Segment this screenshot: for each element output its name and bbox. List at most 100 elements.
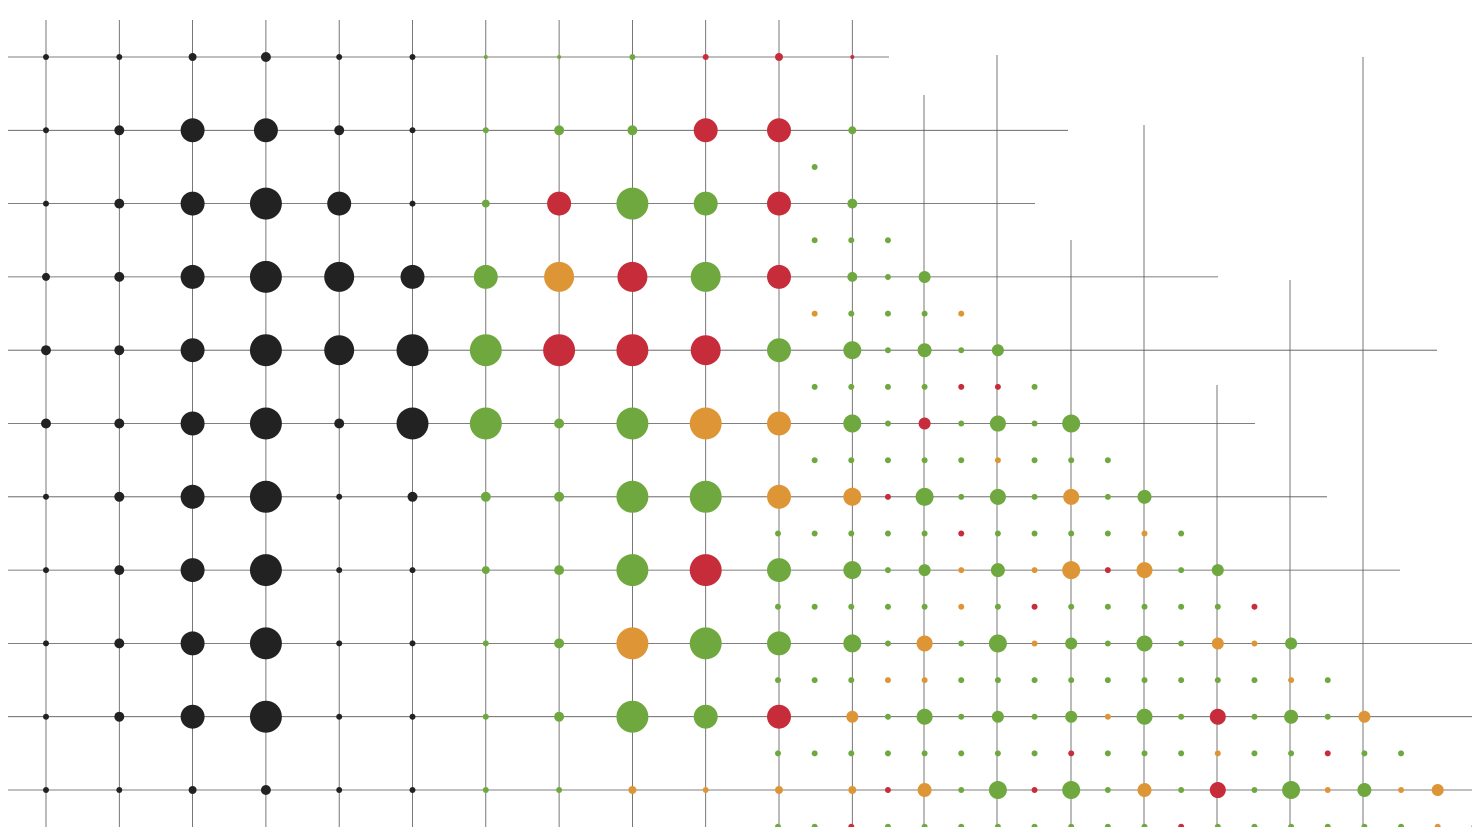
dot <box>1398 787 1405 794</box>
dot <box>958 640 965 647</box>
dot <box>481 566 490 575</box>
dot <box>1211 564 1224 577</box>
dot <box>1141 530 1148 537</box>
dot <box>994 677 1001 684</box>
dot <box>1214 823 1221 827</box>
dot <box>884 237 891 244</box>
dot <box>1178 713 1185 720</box>
dot <box>409 640 416 647</box>
dot <box>616 480 649 513</box>
dot <box>1031 603 1038 610</box>
dot <box>1031 640 1038 647</box>
dot <box>693 118 718 143</box>
dot <box>767 411 791 436</box>
dot <box>469 334 502 367</box>
dot <box>324 335 355 366</box>
dot <box>843 414 862 433</box>
dot <box>884 273 891 280</box>
dot <box>188 53 197 61</box>
dot <box>1068 823 1075 827</box>
dot <box>850 55 855 59</box>
dot <box>702 54 709 60</box>
dot <box>1104 567 1111 574</box>
dot <box>1031 823 1038 827</box>
dot <box>1137 489 1152 504</box>
dot <box>690 335 721 366</box>
dot <box>554 418 565 429</box>
dot <box>994 603 1001 610</box>
dot <box>811 310 818 317</box>
dot <box>409 713 416 720</box>
dot <box>958 310 965 317</box>
dot <box>43 54 49 60</box>
dot <box>482 713 489 720</box>
dot <box>848 750 855 757</box>
dot <box>848 530 855 537</box>
dot <box>1068 530 1075 537</box>
dot <box>42 272 50 281</box>
dot <box>1031 787 1038 794</box>
dot <box>988 634 1007 653</box>
dot <box>1211 637 1224 650</box>
dot <box>180 704 205 729</box>
dot <box>958 823 965 827</box>
dot <box>884 530 891 537</box>
dot <box>921 457 928 464</box>
dot <box>1178 787 1185 794</box>
dot <box>884 750 891 757</box>
dot <box>689 627 722 660</box>
dot <box>1214 750 1221 757</box>
dot <box>1324 787 1331 794</box>
dot <box>1065 710 1078 723</box>
dot <box>43 567 49 574</box>
dot <box>327 191 352 216</box>
dot <box>917 343 932 358</box>
dot <box>990 563 1005 578</box>
dot <box>400 264 425 289</box>
dot <box>554 125 565 136</box>
dot <box>689 480 722 513</box>
dot <box>848 457 855 464</box>
dot <box>767 338 791 363</box>
dot <box>848 126 857 135</box>
dot <box>1178 677 1185 684</box>
dot <box>544 261 575 292</box>
dot <box>260 785 271 795</box>
dot <box>1104 603 1111 610</box>
dot <box>616 334 649 367</box>
dot <box>1358 710 1371 723</box>
dot <box>1214 677 1221 684</box>
dot <box>848 383 855 390</box>
dot <box>693 704 718 729</box>
dot <box>114 345 125 356</box>
dot <box>1209 782 1226 799</box>
dot <box>249 554 282 587</box>
dot <box>249 627 282 660</box>
dot <box>884 347 891 354</box>
dot <box>1068 603 1075 610</box>
dot <box>1288 750 1295 757</box>
dot <box>848 237 855 244</box>
dot <box>114 198 125 209</box>
dot <box>775 53 783 61</box>
dot <box>884 420 891 427</box>
dot <box>1068 677 1075 684</box>
dot <box>1209 708 1226 725</box>
dot <box>1104 530 1111 537</box>
dot <box>1031 493 1038 500</box>
dot <box>994 530 1001 537</box>
dot <box>958 603 965 610</box>
dot <box>180 558 205 583</box>
dot <box>114 565 125 576</box>
dot <box>43 127 49 134</box>
dot <box>114 491 125 502</box>
dot <box>396 334 429 367</box>
dot <box>1104 457 1111 464</box>
dot <box>554 565 565 576</box>
dot <box>767 118 791 143</box>
dot <box>775 677 781 684</box>
dot <box>1251 823 1258 827</box>
dot <box>180 264 205 289</box>
dot <box>1031 420 1038 427</box>
